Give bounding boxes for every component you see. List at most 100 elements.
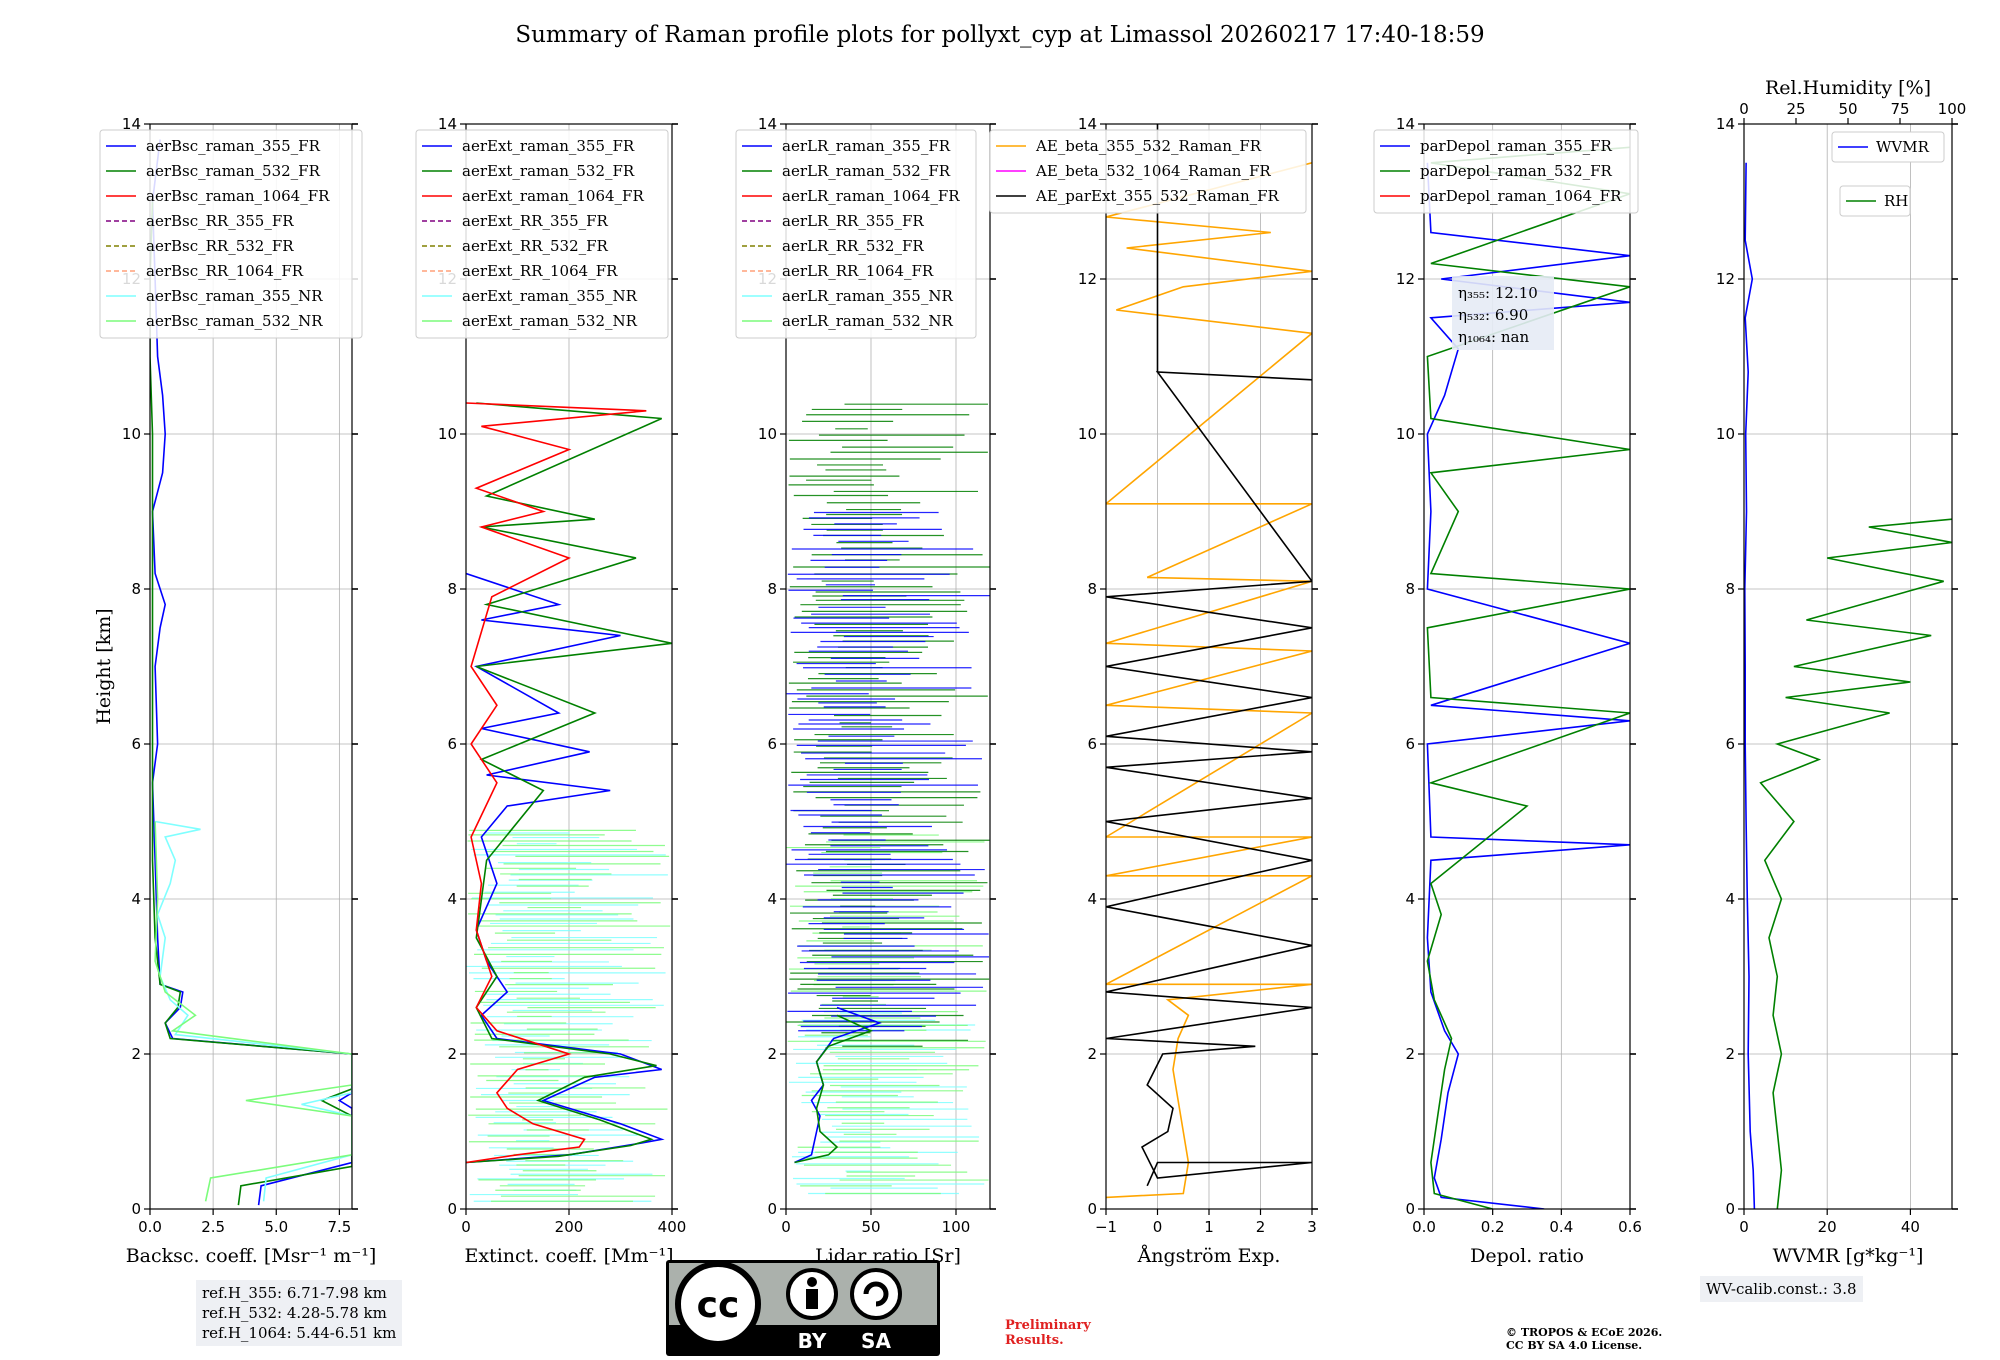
copyright-note: © TROPOS & ECoE 2026. CC BY SA 4.0 Licen… — [1506, 1326, 1662, 1352]
y-tick-label: 10 — [1396, 425, 1415, 443]
preliminary-line-1: Preliminary — [1005, 1318, 1091, 1333]
y-tick-label: 10 — [438, 425, 457, 443]
top-x-tick-label: 100 — [1938, 100, 1967, 118]
series-line-aerBsc_raman_532_FR — [150, 201, 352, 1206]
legend: AE_beta_355_532_Raman_FR AE_beta_532_1064… — [989, 129, 1307, 214]
y-tick-label: 2 — [1405, 1045, 1415, 1063]
y-tick-label: 14 — [1396, 115, 1415, 133]
legend-label: AE_parExt_355_532_Raman_FR — [1035, 187, 1280, 205]
cc-circle-icon — [675, 1261, 761, 1347]
y-tick-label: 12 — [1396, 270, 1415, 288]
series-line-AE_beta_355_532_Raman_FR — [1106, 162, 1312, 1199]
y-tick-label: 0 — [1725, 1200, 1735, 1218]
y-tick-label: 12 — [1078, 270, 1097, 288]
top-x-tick-label: 25 — [1786, 100, 1805, 118]
x-axis-label: Backsc. coeff. [Msr⁻¹ m⁻¹] — [126, 1245, 377, 1267]
annotation-line: η₅₃₂: 6.90 — [1458, 306, 1528, 324]
data-layer — [786, 403, 990, 1195]
y-tick-label: 10 — [1716, 425, 1735, 443]
annotation-box — [1452, 276, 1554, 350]
figure-title: Summary of Raman profile plots for polly… — [515, 22, 1485, 48]
x-tick-label: 20 — [1818, 1218, 1837, 1236]
copyright-line-2: CC BY SA 4.0 License. — [1506, 1339, 1643, 1352]
legend-label: aerLR_raman_355_FR — [782, 137, 951, 155]
sa-arrow-icon — [863, 1281, 889, 1307]
y-tick-label: 8 — [767, 580, 777, 598]
data-layer — [1106, 124, 1312, 1199]
legend-label: aerBsc_RR_532_FR — [146, 237, 294, 255]
legend-label: aerExt_raman_355_NR — [462, 287, 638, 305]
x-axis-label: WVMR [g*kg⁻¹] — [1773, 1245, 1924, 1267]
legend-label: aerLR_RR_532_FR — [782, 237, 924, 255]
legend-label: aerExt_RR_532_FR — [462, 237, 609, 255]
legend-label: aerLR_raman_532_FR — [782, 162, 951, 180]
by-person-body — [806, 1289, 818, 1309]
series-line-aerLR_raman_532_FR — [794, 1014, 874, 1164]
x-tick-label: 40 — [1901, 1218, 1920, 1236]
legend-label: RH — [1884, 192, 1908, 210]
x-tick-label: 1 — [1204, 1218, 1214, 1236]
series-line-aerBsc_raman_355_NR — [154, 820, 352, 1202]
y-tick-label: 6 — [1405, 735, 1415, 753]
data-layer — [1426, 146, 1630, 1209]
y-tick-label: 8 — [131, 580, 141, 598]
legend: aerLR_raman_355_FR aerLR_raman_532_FR aerL… — [735, 129, 977, 339]
series-line-RH — [1759, 518, 1952, 1209]
y-tick-label: 2 — [1725, 1045, 1735, 1063]
copyright-line-1: © TROPOS & ECoE 2026. — [1506, 1326, 1663, 1339]
y-tick-label: 14 — [438, 115, 457, 133]
x-tick-label: 400 — [658, 1218, 687, 1236]
cc-by-sa-logo: cc BY SA — [666, 1260, 940, 1356]
top-axis-label: Rel.Humidity [%] — [1765, 77, 1931, 99]
legend-label: aerLR_raman_355_NR — [782, 287, 953, 305]
y-tick-label: 6 — [447, 735, 457, 753]
x-tick-label: 2.5 — [201, 1218, 225, 1236]
legend-box — [989, 129, 1307, 214]
y-tick-label: 4 — [1725, 890, 1735, 908]
legend: parDepol_raman_355_FR parDepol_raman_532_… — [1373, 129, 1639, 214]
x-tick-label: 100 — [942, 1218, 971, 1236]
legend-label: aerLR_raman_532_NR — [782, 312, 953, 330]
legend-RH: RH — [1839, 185, 1911, 217]
ref-height-355: ref.H_355: 6.71-7.98 km — [202, 1284, 387, 1302]
legend-label: aerLR_RR_355_FR — [782, 212, 924, 230]
legend-label: aerBsc_RR_355_FR — [146, 212, 294, 230]
preliminary-note: Preliminary Results. — [1005, 1318, 1091, 1348]
x-tick-label: 0 — [1739, 1218, 1749, 1236]
legend-box — [1373, 129, 1639, 214]
y-tick-label: 6 — [767, 735, 777, 753]
panel-depol: 0 2 4 6 8 10 12 14 0.0 0.2 0.4 0.6 Depol. ratio parDe… — [1373, 115, 1642, 1267]
legend-label: parDepol_raman_1064_FR — [1420, 187, 1622, 205]
y-tick-label: 10 — [122, 425, 141, 443]
y-tick-label: 0 — [1405, 1200, 1415, 1218]
y-tick-label: 4 — [767, 890, 777, 908]
x-tick-label: 50 — [861, 1218, 880, 1236]
legend-label: aerExt_raman_1064_FR — [462, 187, 644, 205]
legend-box — [99, 129, 363, 339]
x-tick-label: 0.0 — [138, 1218, 162, 1236]
y-tick-label: 2 — [767, 1045, 777, 1063]
legend-label: aerExt_raman_355_FR — [462, 137, 635, 155]
y-tick-label: 6 — [1725, 735, 1735, 753]
y-axis-label: Height [km] — [93, 608, 115, 724]
legend-label: aerLR_raman_1064_FR — [782, 187, 960, 205]
y-tick-label: 12 — [1716, 270, 1735, 288]
by-person-head — [807, 1277, 817, 1287]
legend-label: aerExt_RR_355_FR — [462, 212, 609, 230]
y-tick-label: 14 — [1078, 115, 1097, 133]
y-tick-label: 8 — [447, 580, 457, 598]
x-tick-label: 2 — [1256, 1218, 1266, 1236]
x-tick-label: 0.0 — [1412, 1218, 1436, 1236]
series-line-aerBsc_raman_355_FR — [151, 139, 352, 1206]
legend-label: aerLR_RR_1064_FR — [782, 262, 934, 280]
legend-label: aerBsc_raman_1064_FR — [146, 187, 330, 205]
x-tick-label: 0 — [461, 1218, 471, 1236]
top-x-tick-label: 50 — [1838, 100, 1857, 118]
data-layer — [466, 402, 672, 1202]
legend-label: aerBsc_raman_532_FR — [146, 162, 321, 180]
legend-label: aerBsc_raman_532_NR — [146, 312, 323, 330]
y-tick-label: 2 — [1087, 1045, 1097, 1063]
